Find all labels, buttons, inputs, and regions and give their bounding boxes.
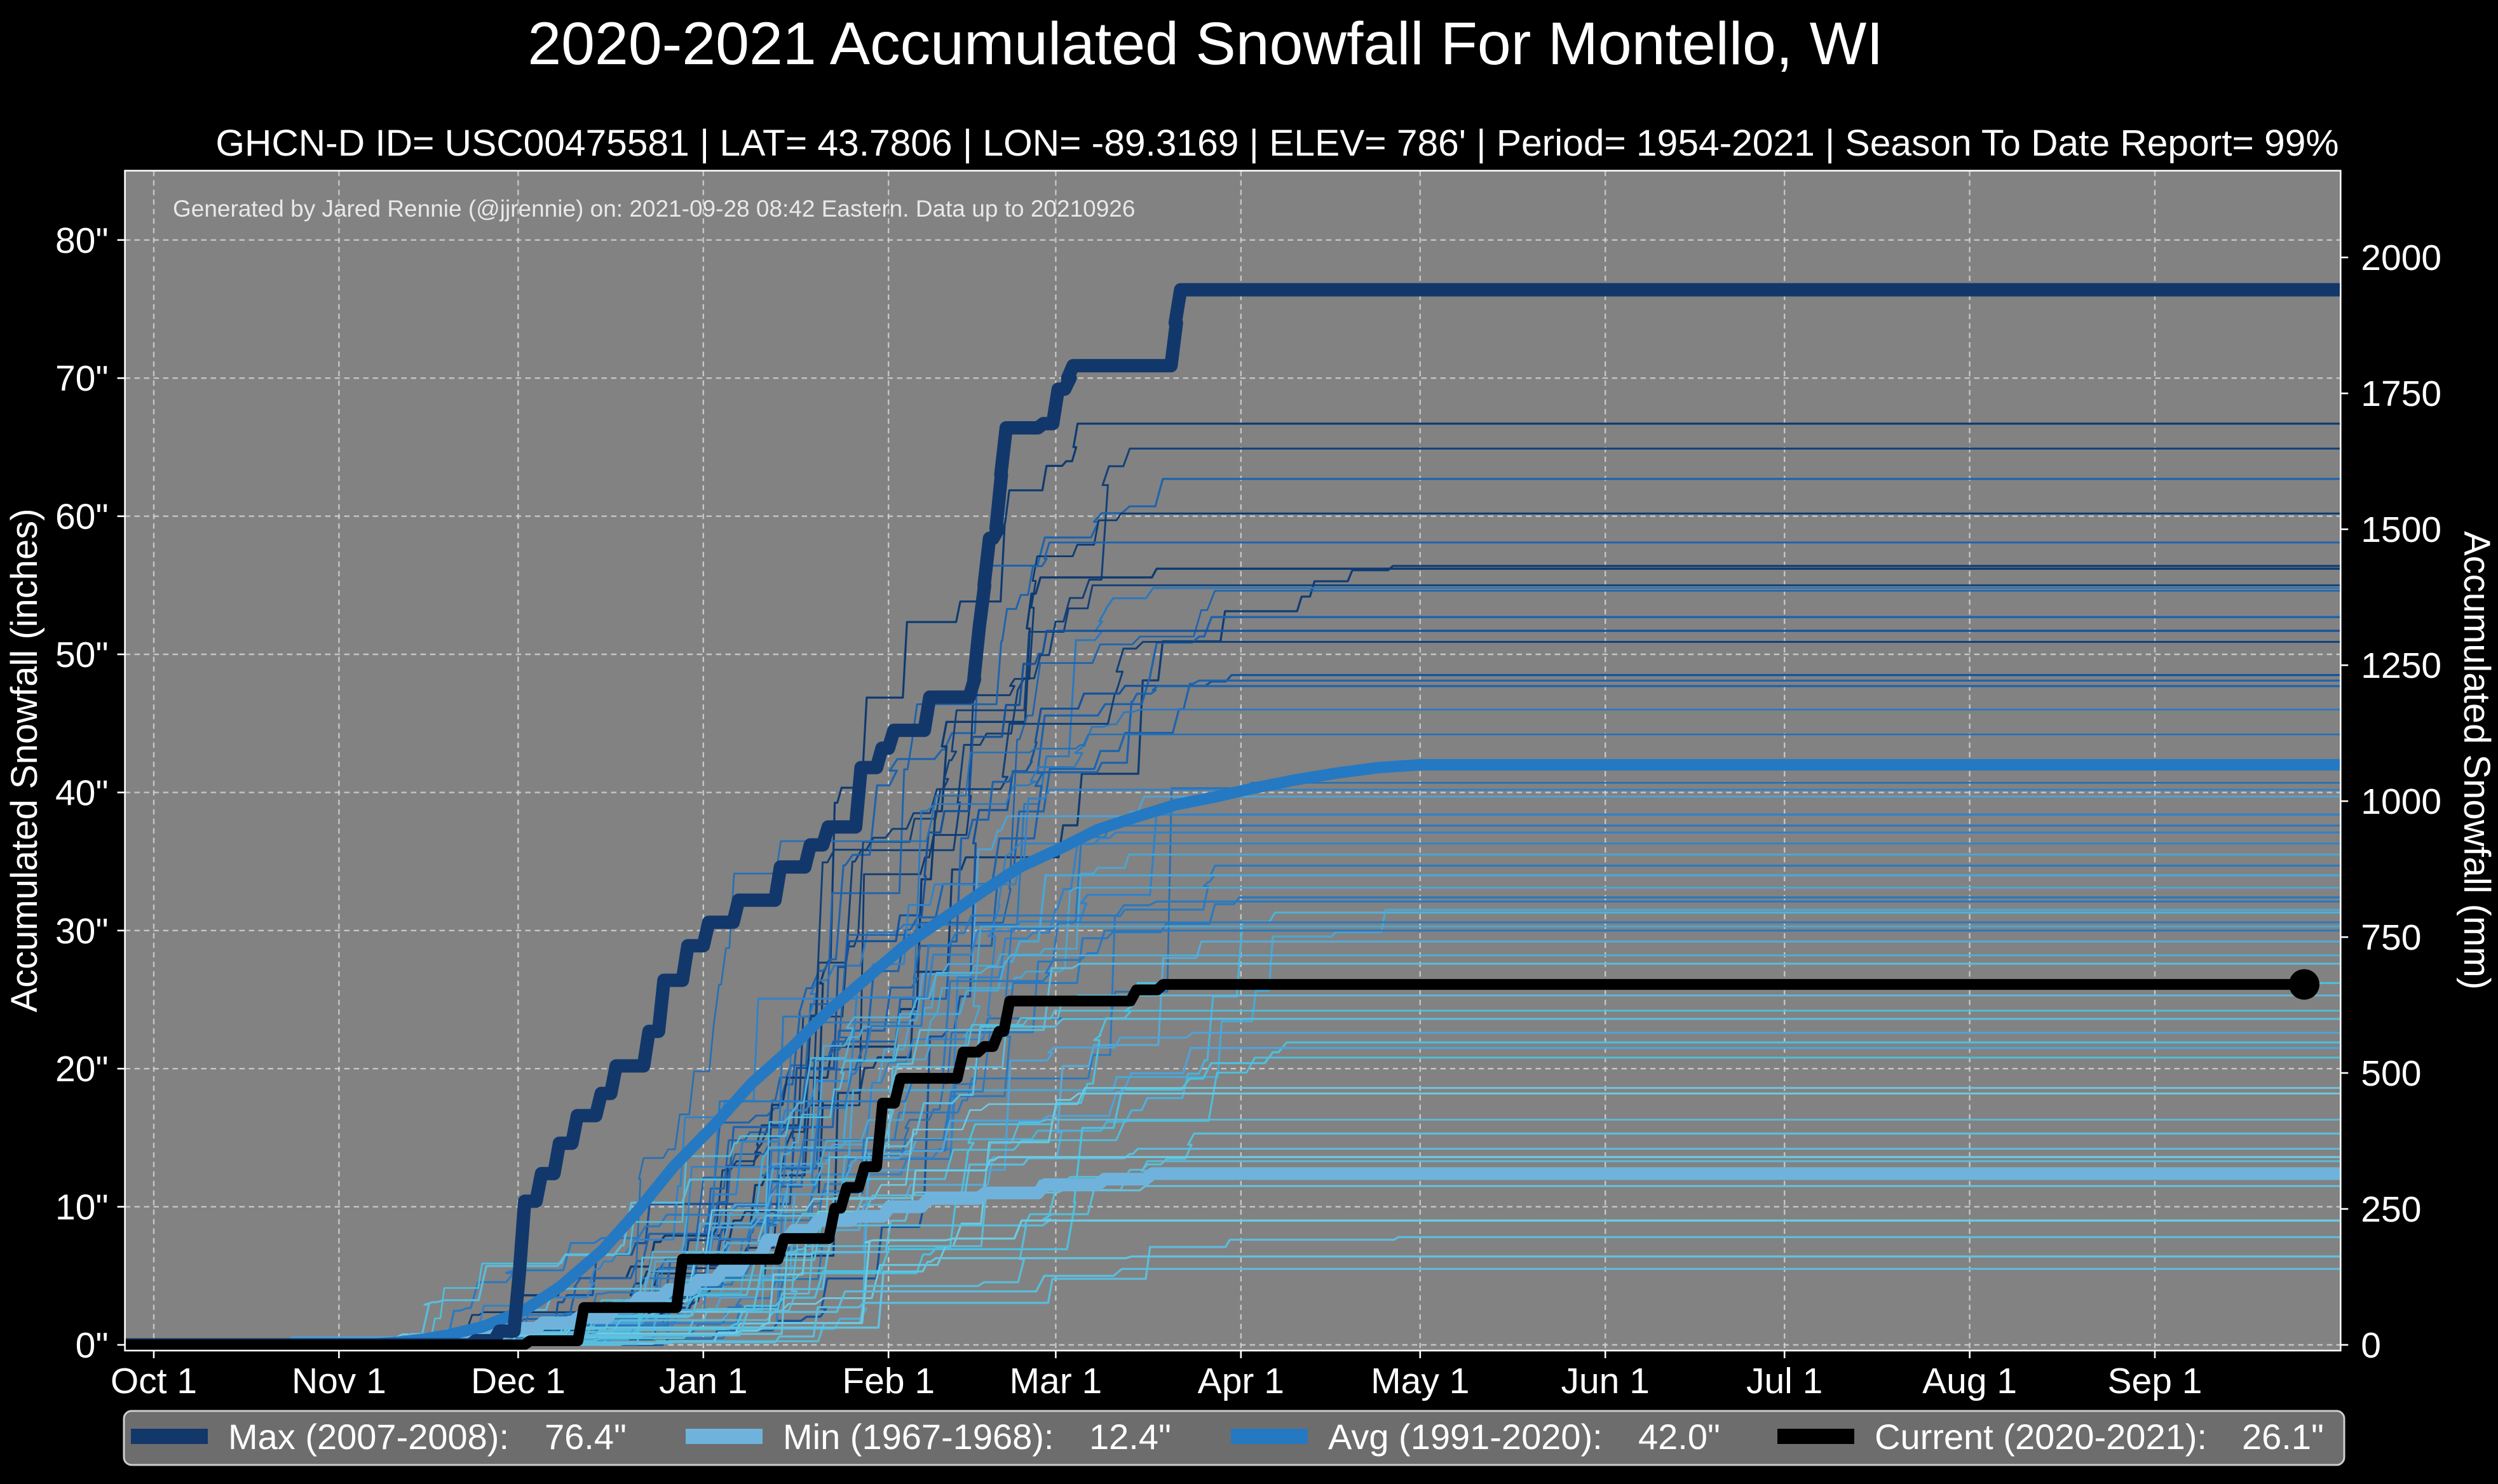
svg-text:30": 30" — [55, 911, 109, 952]
svg-text:10": 10" — [55, 1187, 109, 1228]
svg-text:76.4": 76.4" — [545, 1417, 627, 1457]
svg-text:Sep 1: Sep 1 — [2108, 1361, 2203, 1401]
svg-text:1250: 1250 — [2361, 645, 2441, 686]
svg-text:50": 50" — [55, 635, 109, 675]
svg-text:42.0": 42.0" — [1638, 1417, 1720, 1457]
svg-text:Max (2007-2008):: Max (2007-2008): — [228, 1417, 509, 1457]
svg-text:2020-2021 Accumulated Snowfall: 2020-2021 Accumulated Snowfall For Monte… — [527, 10, 1883, 78]
svg-text:Generated by Jared Rennie (@jj: Generated by Jared Rennie (@jjrennie) on… — [173, 196, 1135, 222]
svg-text:Mar 1: Mar 1 — [1010, 1361, 1103, 1401]
svg-text:12.4": 12.4" — [1089, 1417, 1171, 1457]
svg-text:Current (2020-2021):: Current (2020-2021): — [1875, 1417, 2207, 1457]
svg-text:20": 20" — [55, 1049, 109, 1089]
svg-text:1750: 1750 — [2361, 374, 2441, 414]
svg-text:Feb 1: Feb 1 — [842, 1361, 935, 1401]
svg-text:Jan 1: Jan 1 — [659, 1361, 747, 1401]
svg-text:Jun 1: Jun 1 — [1561, 1361, 1649, 1401]
svg-text:Nov 1: Nov 1 — [292, 1361, 386, 1401]
svg-text:Aug 1: Aug 1 — [1922, 1361, 2017, 1401]
svg-text:70": 70" — [55, 358, 109, 399]
svg-text:500: 500 — [2361, 1053, 2421, 1094]
svg-text:Min (1967-1968):: Min (1967-1968): — [783, 1417, 1054, 1457]
svg-text:2000: 2000 — [2361, 238, 2441, 278]
svg-text:May 1: May 1 — [1371, 1361, 1469, 1401]
svg-text:Apr 1: Apr 1 — [1198, 1361, 1284, 1401]
svg-text:Jul 1: Jul 1 — [1746, 1361, 1823, 1401]
svg-text:Oct 1: Oct 1 — [111, 1361, 197, 1401]
svg-text:250: 250 — [2361, 1189, 2421, 1230]
svg-text:Dec 1: Dec 1 — [471, 1361, 566, 1401]
svg-text:60": 60" — [55, 497, 109, 537]
svg-text:0": 0" — [76, 1325, 109, 1366]
svg-text:40": 40" — [55, 772, 109, 813]
svg-text:26.1": 26.1" — [2242, 1417, 2324, 1457]
svg-text:750: 750 — [2361, 917, 2421, 958]
svg-text:1500: 1500 — [2361, 509, 2441, 550]
svg-text:0: 0 — [2361, 1325, 2381, 1366]
svg-text:80": 80" — [55, 220, 109, 261]
svg-text:1000: 1000 — [2361, 781, 2441, 822]
svg-text:Avg (1991-2020):: Avg (1991-2020): — [1328, 1417, 1603, 1457]
svg-text:Accumulated Snowfall (inches): Accumulated Snowfall (inches) — [4, 508, 45, 1012]
svg-text:GHCN-D ID= USC00475581 | LAT=: GHCN-D ID= USC00475581 | LAT= 43.7806 | … — [215, 123, 2338, 164]
svg-text:Accumulated Snowfall (mm): Accumulated Snowfall (mm) — [2456, 531, 2497, 990]
